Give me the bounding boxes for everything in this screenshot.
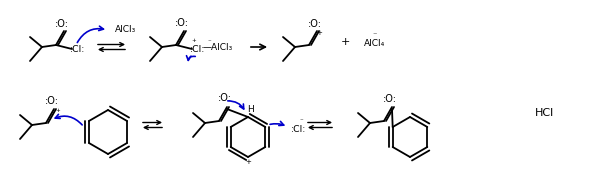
Text: :O:: :O: [175, 18, 189, 28]
Text: :Cl:: :Cl: [190, 44, 206, 54]
Text: AlCl₄: AlCl₄ [364, 38, 386, 47]
Text: :O:: :O: [218, 93, 232, 103]
Text: +: + [192, 38, 196, 44]
Text: :Cl:: :Cl: [70, 44, 86, 54]
Text: +: + [56, 108, 60, 114]
Text: :O:: :O: [55, 19, 69, 29]
Text: ⁻: ⁻ [373, 30, 377, 40]
Text: +: + [245, 159, 251, 165]
Text: +: + [340, 37, 350, 47]
Text: :O:: :O: [308, 19, 322, 29]
Text: HCl: HCl [536, 108, 555, 118]
Text: H: H [247, 106, 253, 114]
Text: :O:: :O: [45, 96, 59, 106]
Text: :Cl:: :Cl: [291, 124, 307, 134]
Text: —AlCl₃: —AlCl₃ [203, 44, 233, 52]
Text: ⁻: ⁻ [207, 39, 211, 45]
Text: AlCl₃: AlCl₃ [115, 26, 137, 34]
Text: ⁻: ⁻ [299, 118, 303, 124]
Text: +: + [316, 30, 322, 36]
Text: :O:: :O: [383, 94, 397, 104]
